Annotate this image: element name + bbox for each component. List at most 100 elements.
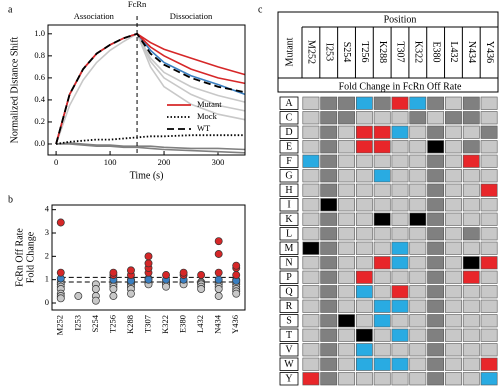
column-label: T307 [395, 41, 406, 62]
column-label: I253 [323, 43, 334, 61]
legend-label: WT [197, 123, 211, 133]
y-axis-label: Mutant [284, 37, 295, 66]
heatmap-cell [338, 241, 355, 255]
heatmap-cell [373, 111, 391, 125]
heatmap-cell [355, 372, 373, 386]
column-label: S254 [341, 42, 352, 63]
heatmap-cell [409, 140, 427, 154]
heatmap-cell [338, 169, 355, 183]
heatmap-cell [462, 299, 480, 313]
heatmap-cell [445, 256, 462, 270]
data-point [144, 259, 153, 268]
heatmap-cell [373, 125, 391, 139]
heatmap-cell [338, 111, 355, 125]
heatmap-cell [320, 169, 338, 183]
heatmap-cell [338, 183, 355, 197]
heatmap-cell [427, 285, 445, 299]
line-series [55, 32, 246, 145]
heatmap-cell [462, 169, 480, 183]
heatmap-cell [302, 198, 320, 212]
heatmap-cell [355, 314, 373, 328]
heatmap-cell [445, 343, 462, 357]
heatmap-cell [373, 212, 391, 226]
heatmap-cell [409, 125, 427, 139]
heatmap-cell [409, 270, 427, 284]
header: Position [384, 14, 417, 25]
data-point [127, 266, 135, 275]
heatmap-cell [445, 169, 462, 183]
row-label: R [286, 301, 293, 312]
x-axis-label: Time (s) [130, 170, 164, 181]
heatmap-cell [373, 140, 391, 154]
heatmap-cell [445, 154, 462, 168]
row-label-box [279, 212, 299, 226]
row-label: G [285, 171, 292, 182]
heatmap-cell [373, 299, 391, 313]
plot-frame [47, 24, 246, 156]
column-label: K322 [413, 41, 424, 63]
heatmap-cell [480, 183, 498, 197]
heatmap-cell [320, 256, 338, 270]
heatmap-cell [320, 125, 338, 139]
x-tick-label: K322 [160, 315, 170, 334]
heatmap-cell [391, 314, 409, 328]
row-label-box [279, 140, 299, 154]
data-point [56, 268, 65, 277]
heatmap-cell [355, 357, 373, 371]
line-series [55, 32, 246, 145]
heatmap-cell [355, 154, 373, 168]
heatmap-cell [355, 227, 373, 241]
heatmap-cell [462, 111, 480, 125]
heatmap-cell [320, 96, 338, 110]
y-tick-label: 0 [45, 297, 49, 307]
heatmap-cell [320, 111, 338, 125]
heatmap-cell [302, 212, 320, 226]
heatmap-cell [462, 227, 480, 241]
heatmap-cell [480, 270, 498, 284]
title: Fold Change in FcRn Off Rate [339, 81, 462, 92]
heatmap-cell [373, 96, 391, 110]
row-label-box [279, 285, 299, 299]
heatmap-cell [320, 314, 338, 328]
heatmap-cell [480, 154, 498, 168]
panel-label: a [8, 4, 13, 15]
heatmap-cell [338, 125, 355, 139]
heatmap-cell [462, 372, 480, 386]
data-point [144, 275, 153, 284]
row-label-box [279, 183, 299, 197]
heatmap-cell [480, 198, 498, 212]
heatmap-cell [338, 372, 355, 386]
heatmap-cell [409, 169, 427, 183]
heatmap-cell [338, 299, 355, 313]
y-tick-label: 1.0 [34, 28, 45, 38]
heatmap-cell [427, 372, 445, 386]
heatmap-cell [462, 96, 480, 110]
data-point [214, 250, 223, 258]
row-label: D [285, 127, 292, 138]
row-label: A [285, 98, 293, 109]
heatmap-cell [462, 241, 480, 255]
heatmap-cell [391, 111, 409, 125]
data-point [127, 289, 135, 298]
heatmap-cell [480, 256, 498, 270]
heatmap-cell [409, 285, 427, 299]
heatmap-cell [409, 357, 427, 371]
annotation: FcRn [128, 0, 147, 9]
heatmap-cell [391, 372, 409, 386]
heatmap-cell [427, 140, 445, 154]
heatmap-cell [302, 357, 320, 371]
y-tick-label: 4 [45, 204, 50, 214]
heatmap-cell [302, 314, 320, 328]
heatmap-cell [445, 212, 462, 226]
heatmap-cell [338, 212, 355, 226]
heatmap-cell [373, 328, 391, 342]
heatmap-cell [445, 270, 462, 284]
heatmap-cell [427, 111, 445, 125]
data-point [74, 292, 83, 300]
heatmap-cell [480, 299, 498, 313]
data-point [144, 252, 153, 261]
row-label: K [285, 214, 293, 225]
column-label: L432 [448, 41, 459, 62]
heatmap-cell [320, 285, 338, 299]
row-label: I [287, 200, 290, 211]
